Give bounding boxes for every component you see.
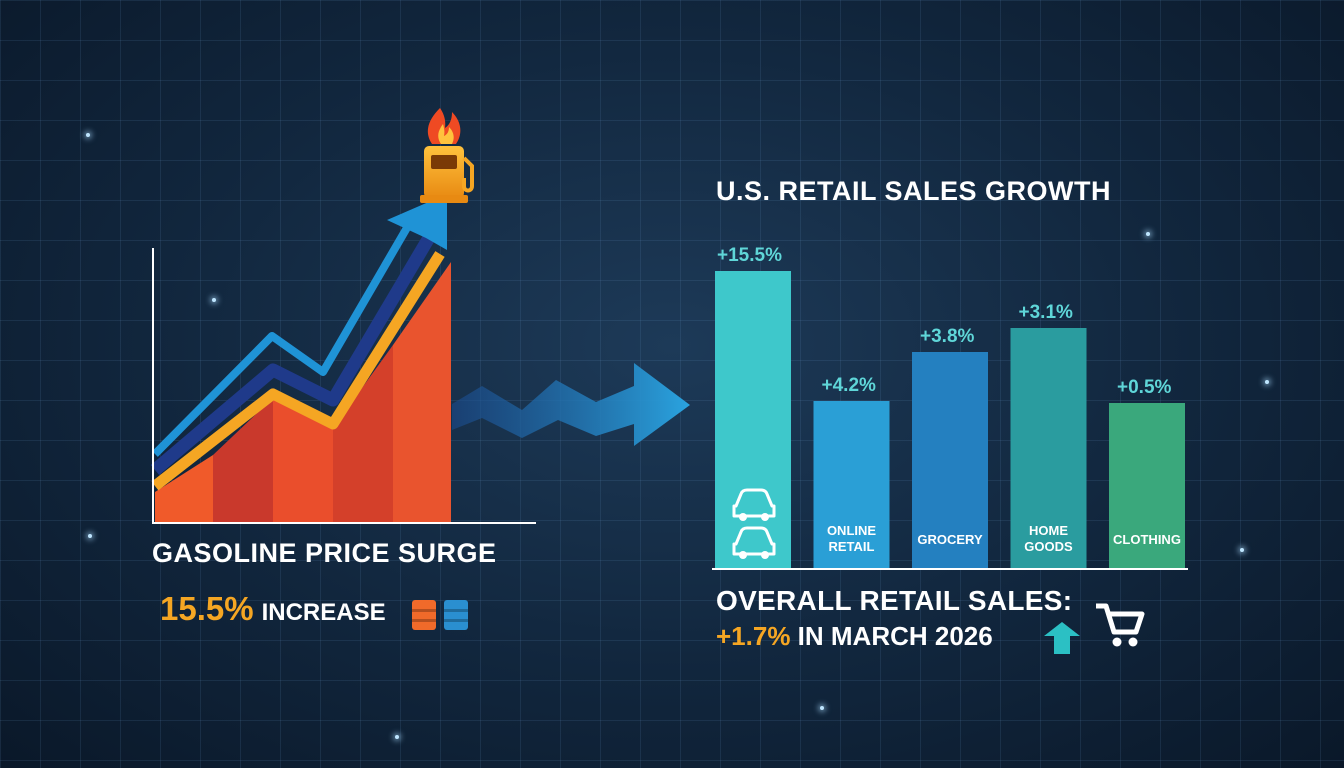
bar-value-label: +0.5% xyxy=(1117,377,1172,398)
bar-value-label: +3.8% xyxy=(920,326,975,347)
retail-bar-chart: +15.5% +4.2% ONLINE RETAIL +3.8% GROCERY +3.1%… xyxy=(715,245,1185,569)
bar-4 xyxy=(1010,328,1087,569)
overall-retail-period: IN MARCH 2026 xyxy=(790,621,993,651)
gasoline-chart xyxy=(150,194,536,524)
connector-arrow xyxy=(452,363,690,446)
barrel-icon xyxy=(444,600,468,630)
star xyxy=(1146,232,1150,236)
gas-pump-icon xyxy=(420,146,474,203)
bar-value-label: +3.1% xyxy=(1019,302,1074,323)
star xyxy=(86,133,90,137)
bar-2 xyxy=(813,401,890,569)
gasoline-increase: 15.5% INCREASE xyxy=(160,590,386,628)
star xyxy=(820,706,824,710)
overall-retail-label: OVERALL RETAIL SALES: xyxy=(716,585,1073,616)
bar-category-label: GROCERY xyxy=(917,532,983,547)
bar-value-label: +4.2% xyxy=(822,375,877,396)
bar-category-label: HOME GOODS xyxy=(1024,523,1073,554)
star xyxy=(395,735,399,739)
area-fill xyxy=(155,262,451,522)
star xyxy=(1240,548,1244,552)
up-arrow-icon xyxy=(1044,622,1080,654)
car-icon xyxy=(732,488,776,521)
blue-line xyxy=(152,223,412,457)
fire-icon xyxy=(427,108,461,144)
car-icon xyxy=(732,526,776,559)
bar-5 xyxy=(1109,403,1185,569)
overall-retail-value: +1.7% IN MARCH 2026 xyxy=(716,621,993,652)
barrel-icon xyxy=(412,600,436,630)
bar-3 xyxy=(912,352,988,569)
overall-retail-pct: +1.7% xyxy=(716,621,791,651)
star xyxy=(1265,380,1269,384)
star xyxy=(88,534,92,538)
gasoline-increase-value: 15.5% xyxy=(160,590,254,627)
bar-category-label: ONLINE RETAIL xyxy=(827,523,876,554)
trend-arrow-icon xyxy=(387,194,447,250)
star xyxy=(212,298,216,302)
bar-value-label: +15.5% xyxy=(717,245,782,266)
bar-category-label: CLOTHING xyxy=(1113,532,1181,547)
gasoline-increase-label: INCREASE xyxy=(261,599,386,626)
orange-line xyxy=(151,251,445,491)
retail-chart-title: U.S. RETAIL SALES GROWTH xyxy=(716,176,1112,206)
navy-line xyxy=(150,232,436,475)
shopping-cart-icon xyxy=(1096,603,1145,647)
gasoline-title: GASOLINE PRICE SURGE xyxy=(152,538,497,568)
bar-1 xyxy=(715,271,791,569)
